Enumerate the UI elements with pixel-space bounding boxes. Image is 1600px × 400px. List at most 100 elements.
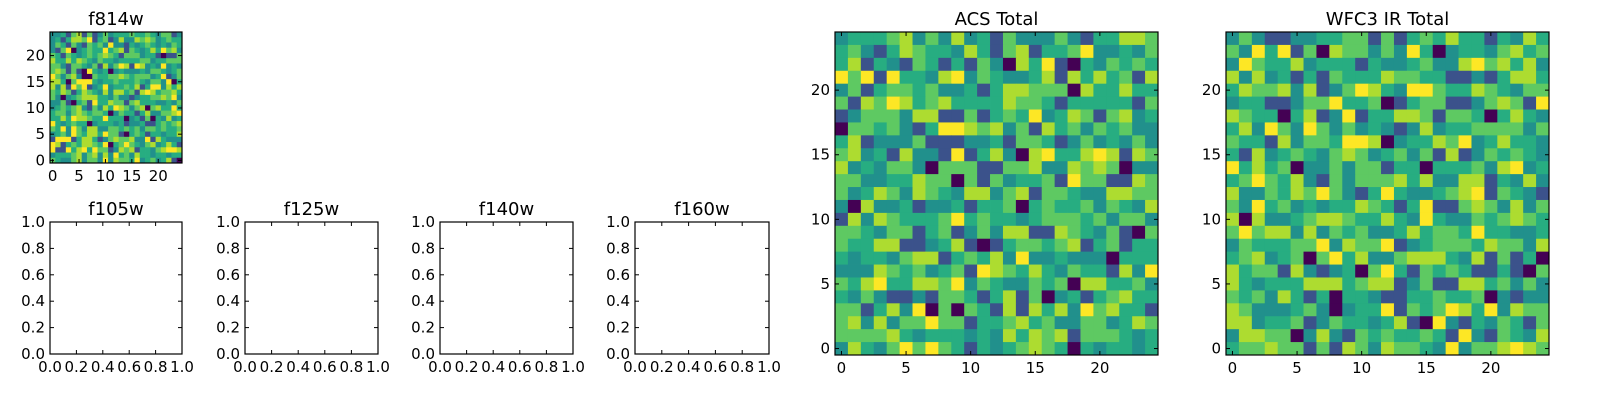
heatmap-cell	[1093, 187, 1107, 201]
heatmap-cell	[1067, 96, 1081, 110]
heatmap-cell	[1067, 329, 1081, 343]
heatmap-cell	[1536, 109, 1550, 123]
heatmap-cell	[1329, 342, 1343, 356]
heatmap-cell	[102, 52, 109, 59]
heatmap-cell	[1445, 316, 1459, 330]
heatmap-cell	[81, 136, 88, 143]
heatmap-cell	[145, 52, 151, 59]
heatmap-cell	[65, 152, 72, 159]
heatmap-cell	[1432, 96, 1447, 110]
heatmap-cell	[977, 187, 991, 201]
heatmap-cell	[118, 100, 125, 106]
heatmap-cell	[129, 105, 135, 111]
heatmap-cell	[97, 32, 104, 38]
heatmap-cell	[166, 63, 172, 70]
heatmap-cell	[847, 161, 862, 175]
heatmap-cell	[129, 131, 135, 138]
heatmap-cell	[97, 42, 104, 49]
heatmap-cell	[55, 47, 61, 54]
heatmap-cell	[990, 44, 1004, 59]
heatmap-cell	[1041, 187, 1056, 201]
heatmap-cell	[1536, 303, 1550, 317]
heatmap-cell	[1290, 251, 1304, 265]
heatmap-cell	[1119, 122, 1133, 136]
y-tick-label: 5	[820, 275, 830, 293]
heatmap-cell	[899, 161, 913, 175]
heatmap-cell	[886, 329, 900, 343]
heatmap-cell	[1381, 109, 1395, 123]
heatmap-cell	[1238, 109, 1253, 123]
heatmap-cell	[160, 94, 167, 101]
heatmap-cell	[166, 94, 172, 101]
heatmap-cell	[92, 79, 98, 85]
heatmap-cell	[113, 42, 120, 49]
heatmap-cell	[1523, 44, 1537, 59]
heatmap-cell	[1226, 148, 1240, 162]
heatmap-cell	[71, 32, 77, 38]
heatmap-cell	[873, 96, 888, 110]
heatmap-cell	[1041, 212, 1056, 227]
heatmap-cell	[1264, 57, 1279, 72]
heatmap-cell	[1041, 148, 1056, 162]
heatmap-cell	[1432, 251, 1447, 265]
heatmap-cell	[1419, 148, 1434, 162]
heatmap-cell	[1067, 187, 1081, 201]
heatmap-cell	[835, 44, 849, 59]
heatmap-cell	[1277, 316, 1291, 330]
heatmap-cell	[71, 37, 77, 43]
heatmap-cell	[176, 37, 183, 43]
heatmap-cell	[1054, 174, 1068, 188]
heatmap-cell	[102, 47, 109, 54]
heatmap-cell	[155, 142, 162, 148]
heatmap-cell	[139, 37, 146, 43]
heatmap-cell	[166, 100, 172, 106]
heatmap-cell	[123, 73, 130, 80]
heatmap-cell	[129, 73, 135, 80]
heatmap-cell	[1290, 174, 1304, 188]
heatmap-cell	[1355, 264, 1369, 278]
heatmap-cell	[899, 70, 913, 85]
heatmap-cell	[118, 47, 125, 54]
heatmap-cell	[1484, 225, 1498, 240]
heatmap-cell	[1497, 290, 1511, 304]
heatmap-cell	[1264, 329, 1279, 343]
heatmap-cell	[145, 68, 151, 75]
y-tick-label: 10	[26, 99, 45, 117]
heatmap-cell	[1393, 329, 1408, 343]
heatmap-cell	[108, 105, 114, 111]
heatmap-cell	[873, 148, 888, 162]
heatmap-cell	[1264, 342, 1279, 356]
heatmap-cell	[1041, 264, 1056, 278]
heatmap-cell	[155, 105, 162, 111]
heatmap-cell	[925, 199, 939, 214]
heatmap-cell	[912, 277, 926, 291]
heatmap-cell	[964, 199, 978, 214]
heatmap-cell	[990, 251, 1004, 265]
heatmap-cell	[1432, 44, 1447, 59]
heatmap-cell	[1329, 57, 1343, 72]
heatmap-cell	[873, 83, 888, 97]
heatmap-cell	[1028, 148, 1043, 162]
heatmap-cell	[835, 225, 849, 240]
heatmap-cell	[160, 47, 167, 54]
heatmap-cell	[977, 161, 991, 175]
heatmap-cell	[118, 121, 125, 127]
heatmap-cell	[71, 94, 77, 101]
heatmap-cell	[1028, 290, 1043, 304]
heatmap-cell	[1290, 187, 1304, 201]
heatmap-cell	[977, 135, 991, 149]
heatmap-cell	[899, 148, 913, 162]
heatmap-cell	[1238, 277, 1253, 291]
heatmap-cell	[76, 115, 83, 122]
heatmap-cell	[1290, 57, 1304, 72]
heatmap-cell	[102, 121, 109, 127]
heatmap-cell	[1264, 96, 1279, 110]
heatmap-cell	[1028, 187, 1043, 201]
heatmap-cell	[860, 329, 875, 343]
heatmap-cell	[1067, 225, 1081, 240]
heatmap-cell	[1290, 225, 1304, 240]
heatmap-cell	[1355, 57, 1369, 72]
heatmap-cell	[1303, 109, 1317, 123]
heatmap-cell	[139, 79, 146, 85]
heatmap-cell	[1329, 96, 1343, 110]
